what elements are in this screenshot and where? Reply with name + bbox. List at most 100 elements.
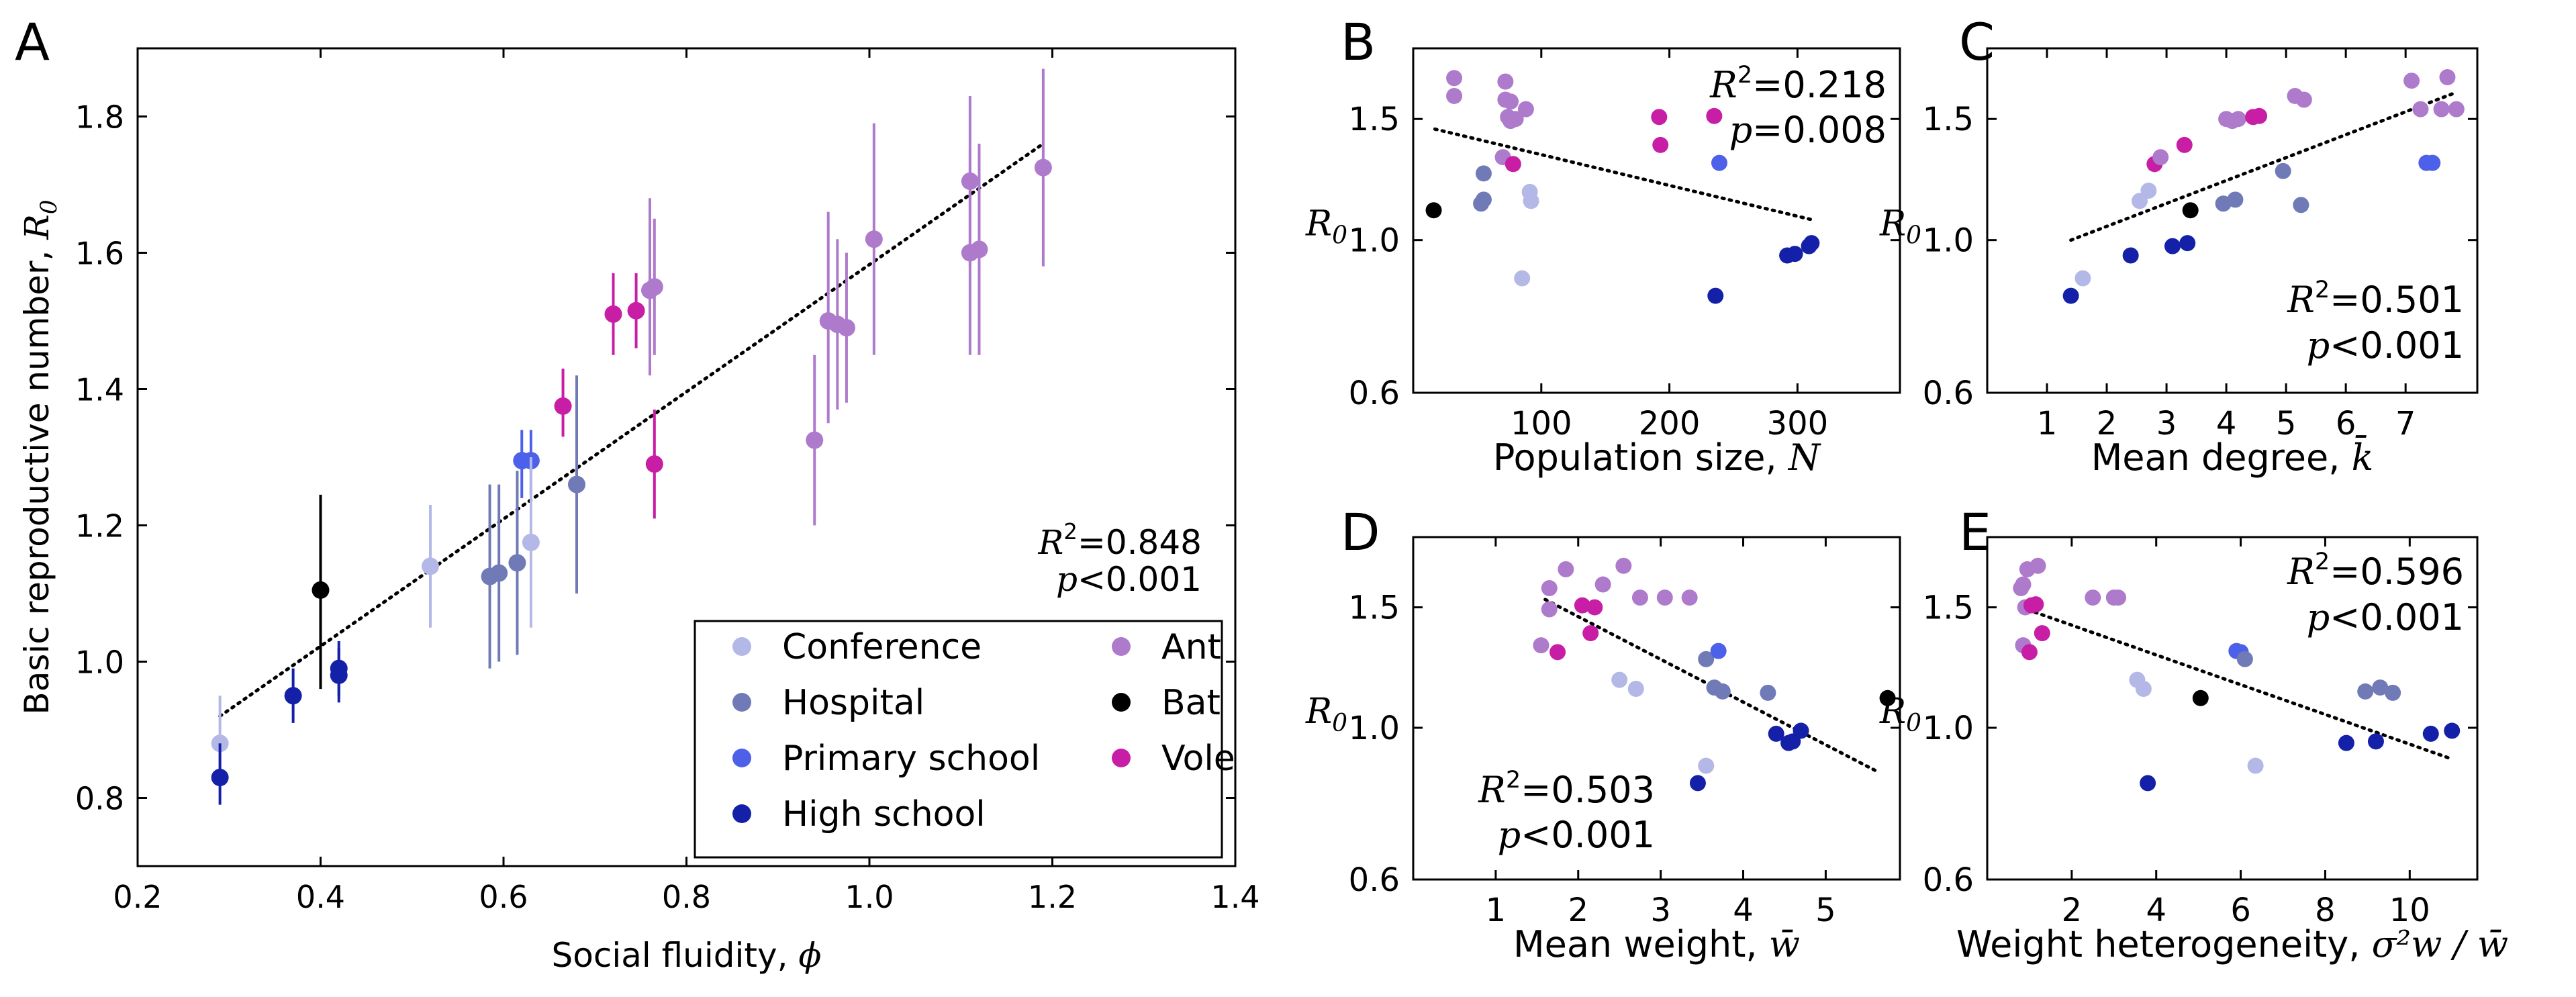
y-axis-label: R0	[1879, 204, 1921, 250]
x-tick-label: 2	[1568, 892, 1588, 929]
r-squared-annotation: R2=0.218	[1709, 61, 1887, 106]
y-tick-label: 1.5	[1923, 589, 1974, 627]
panel-letter: A	[15, 12, 50, 72]
y-tick-label: 0.6	[1349, 375, 1400, 412]
y-axis-label: R0	[1305, 692, 1347, 737]
data-point-vole	[1505, 156, 1521, 173]
x-tick-label: 4	[1733, 892, 1754, 929]
panel-letter: E	[1959, 502, 1991, 562]
r-squared-annotation: R2=0.501	[2287, 276, 2464, 321]
y-tick-label: 1.5	[1349, 589, 1400, 627]
data-point-conference	[422, 557, 439, 575]
panel-b: B 100 200 300 0.6 1.0 1.5 Population size, N R0 R…	[1305, 12, 1901, 479]
data-point-vole	[1574, 597, 1590, 614]
x-tick-label: 0.4	[296, 879, 345, 915]
data-point-vole	[1582, 625, 1599, 642]
data-point-ant	[865, 230, 883, 248]
y-axis-label: Basic reproductive number, R0	[17, 199, 62, 714]
data-point-conference	[2140, 182, 2157, 199]
data-point-bat	[2192, 690, 2209, 706]
x-tick-label: 200	[1639, 405, 1701, 442]
x-tick-label: 0.2	[113, 879, 162, 915]
data-point-high-school	[1793, 722, 1809, 739]
legend-marker	[732, 749, 751, 767]
x-tick-label: 1.2	[1028, 879, 1077, 915]
data-point-ant	[1541, 580, 1558, 597]
r-squared-annotation: R2=0.848	[1038, 519, 1202, 562]
panel-a: A 0.2 0.4 0.6 0.8 1.0 1.2 1.4 0.8 1.0 1.2 1.4 1.6 1.8…	[15, 12, 1260, 975]
data-point-high-school	[2367, 733, 2384, 750]
data-point-ant	[645, 278, 663, 296]
data-point-high-school	[2140, 775, 2156, 792]
data-point-conference	[2074, 270, 2091, 287]
data-point-ant	[2439, 69, 2456, 86]
regression-line	[1433, 127, 1815, 222]
x-tick-label: 5	[1815, 892, 1836, 929]
data-point-ant	[1558, 561, 1574, 577]
data-point-vole	[1549, 644, 1566, 661]
legend-label: High school	[782, 794, 986, 835]
r-squared-annotation: R2=0.596	[2287, 548, 2464, 593]
data-point-conference	[2247, 757, 2264, 774]
x-axis-label: Weight heterogeneity, σ²w / w̄	[1956, 923, 2508, 965]
data-point-high-school	[1803, 235, 1820, 252]
data-point-ant	[1446, 87, 1463, 104]
data-point-ant	[2015, 576, 2032, 593]
plot-frame	[1412, 536, 1901, 881]
x-tick-label: 0.6	[479, 879, 528, 915]
x-tick-label: 6	[2230, 892, 2251, 929]
data-point-hospital	[2357, 683, 2374, 700]
y-tick-label: 0.6	[1923, 375, 1974, 412]
y-tick-label: 1.0	[1923, 710, 1974, 747]
data-point-high-school	[2422, 725, 2439, 742]
data-point-conference	[2135, 681, 2152, 698]
data-point-ant	[1631, 589, 1648, 606]
data-point-hospital	[1475, 165, 1492, 182]
y-tick-label: 1.4	[75, 372, 124, 408]
data-point-ant	[2433, 101, 2450, 117]
regression-line	[2019, 606, 2454, 761]
x-tick-label: 4	[2216, 405, 2237, 442]
y-tick-label: 1.8	[75, 99, 124, 136]
x-tick-label: 300	[1767, 405, 1829, 442]
data-point-ant	[2030, 557, 2046, 574]
data-point-hospital	[2236, 651, 2253, 667]
data-point-ant	[1517, 101, 1534, 117]
data-point-bat	[1879, 690, 1896, 706]
panel-letter: D	[1341, 502, 1380, 562]
x-tick-label: 10	[2389, 892, 2430, 929]
data-point-ant	[1446, 70, 1463, 87]
x-tick-label: 100	[1511, 405, 1572, 442]
p-value-annotation: p<0.001	[1498, 814, 1655, 856]
y-tick-label: 1.6	[75, 236, 124, 272]
data-point-high-school	[1707, 287, 1724, 304]
y-tick-label: 1.5	[1923, 101, 1974, 138]
legend-label: Primary school	[782, 739, 1040, 779]
x-tick-label: 5	[2276, 405, 2297, 442]
data-point-conference	[522, 533, 540, 551]
plot-frame	[1412, 47, 1901, 394]
plot-frame	[1986, 47, 2479, 394]
data-point-conference	[1627, 681, 1644, 698]
x-axis-label: Mean weight, w̄	[1513, 923, 1800, 965]
x-tick-label: 2	[2097, 405, 2117, 442]
data-point-high-school	[2179, 235, 2196, 252]
data-point-ant	[1681, 589, 1698, 606]
panel-e: E 2 4 6 8 10 0.6 1.0 1.5 Weight heterogeneity, σ²…	[1879, 502, 2508, 965]
data-point-hospital	[2227, 191, 2244, 208]
data-point-vole	[1652, 136, 1669, 153]
legend-marker	[732, 693, 751, 712]
legend-label: Ant	[1161, 627, 1221, 667]
x-tick-label: 1	[2037, 405, 2058, 442]
data-point-bat	[312, 581, 330, 599]
data-point-high-school	[330, 659, 348, 677]
data-point-vole	[1586, 599, 1603, 616]
data-point-high-school	[1689, 775, 1706, 792]
data-point-high-school	[1786, 246, 1803, 263]
legend-label: Bat	[1161, 683, 1221, 723]
p-value-annotation: p<0.001	[1056, 560, 1202, 599]
data-point-ant	[2152, 149, 2169, 166]
y-tick-label: 1.0	[1923, 222, 1974, 260]
data-point-primary-school	[2424, 154, 2441, 171]
regression-line	[2069, 90, 2459, 242]
